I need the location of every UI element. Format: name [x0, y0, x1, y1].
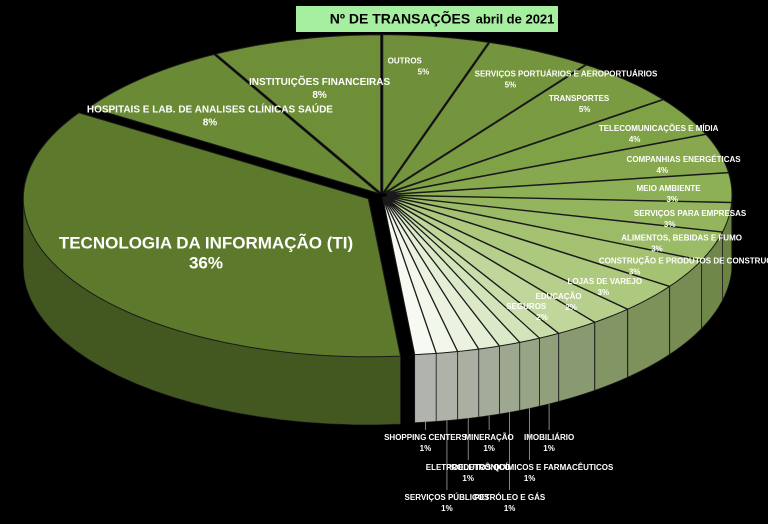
slice-label: SHOPPING CENTERS: [384, 433, 467, 442]
slice-value-label: 5%: [418, 68, 430, 77]
slice-value-label: 2%: [565, 303, 577, 312]
slice: [386, 195, 703, 287]
slice-label: MINERAÇÃO: [464, 433, 513, 442]
slice: [386, 133, 730, 195]
slice-label: SERVIÇOS PARA EMPRESAS: [634, 209, 747, 218]
slice-value-label: 36%: [189, 253, 223, 272]
slice: [382, 197, 437, 356]
slice-value-label: 3%: [651, 244, 663, 253]
slice-value-label: 3%: [598, 288, 610, 297]
slice: [385, 195, 671, 310]
slice: [22, 112, 402, 358]
slice-label: ELETROELETRÔNICO: [426, 463, 511, 472]
slice-side: [457, 348, 479, 420]
slice-value-label: 5%: [505, 81, 517, 90]
chart-subtitle: abril de 2021: [476, 11, 555, 26]
slice-label: PRODUTOS QUÍMICOS E FARMACÊUTICOS: [446, 463, 614, 472]
slice-value-label: 5%: [579, 105, 591, 114]
slice-value-label: 3%: [629, 267, 641, 276]
slice-label: IMOBILIÁRIO: [524, 433, 574, 442]
slice-value-label: 1%: [441, 504, 453, 513]
slice-label: OUTROS: [388, 57, 423, 66]
slice-label: COMPANHIAS ENERGÉTICAS: [627, 155, 742, 164]
slice-label: PETRÓLEO E GÁS: [474, 493, 546, 502]
slice-value-label: 1%: [543, 444, 555, 453]
slice: [382, 34, 490, 195]
slice-side: [539, 333, 559, 407]
slice-label: SERVIÇOS PORTUÁRIOS E AEROPORTUÁRIOS: [475, 70, 658, 79]
slice-value-label: 1%: [420, 444, 432, 453]
slice-value-label: 3%: [664, 220, 676, 229]
slice-side: [594, 308, 628, 391]
slice-value-label: 1%: [504, 504, 516, 513]
slice: [386, 194, 733, 233]
slice-side: [499, 342, 520, 415]
slice-value-label: 8%: [203, 117, 218, 128]
slice: [383, 41, 587, 194]
slice-label: SEGUROS: [506, 302, 547, 311]
slice-value-label: 1%: [524, 474, 536, 483]
slice: [385, 196, 629, 323]
slice: [385, 64, 664, 194]
slice-side: [519, 337, 540, 411]
slice-label: SERVIÇOS PÚBLICOS: [405, 493, 490, 502]
slice-side: [436, 351, 458, 422]
slice-label: TECNOLOGIA DA INFORMAÇÃO (TI): [59, 232, 353, 252]
slice-side: [414, 353, 437, 423]
slice-label: CONSTRUÇÃO E PRODUTOS DE CONSTRUÇÃO: [599, 256, 768, 265]
slice-label: HOSPITAIS E LAB. DE ANALISES CLÍNICAS SA…: [87, 102, 333, 115]
slice: [386, 99, 707, 195]
slice-value-label: 1%: [483, 444, 495, 453]
slice-label: TELECOMUNICAÇÕES E MÍDIA: [599, 124, 719, 133]
slice-value-label: 2%: [536, 313, 548, 322]
slice-value-label: 3%: [666, 195, 678, 204]
chart-title: Nº DE TRANSAÇÕES: [330, 10, 470, 27]
slice-value-label: 8%: [312, 90, 327, 101]
slice-label: EDUCAÇÃO: [535, 292, 581, 301]
slice-label: ALIMENTOS, BEBIDAS E FUMO: [621, 233, 742, 242]
slice-value-label: 4%: [657, 166, 669, 175]
slice-side: [478, 345, 500, 418]
slice: [386, 195, 724, 261]
title-box: [296, 6, 558, 32]
slice-label: INSTITUIÇÕES FINANCEIRAS: [249, 75, 390, 88]
slice: [386, 172, 733, 203]
slice-value-label: 1%: [462, 474, 474, 483]
slice: [214, 34, 382, 194]
slice-label: LOJAS DE VAREJO: [568, 277, 643, 286]
slice-value-label: 4%: [629, 135, 641, 144]
slice-side: [558, 321, 595, 402]
slice: [384, 196, 596, 334]
slice: [88, 53, 379, 194]
slice-label: TRANSPORTES: [549, 94, 610, 103]
slice-label: MEIO AMBIENTE: [636, 184, 701, 193]
